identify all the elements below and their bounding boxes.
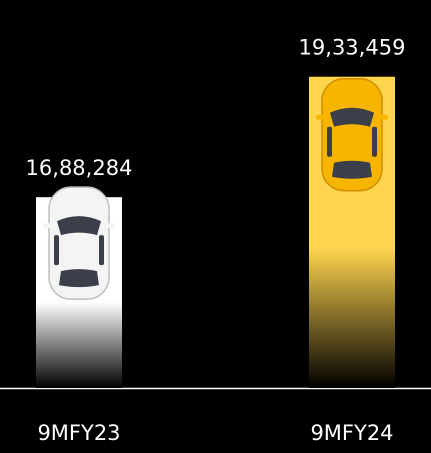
car-mirror (316, 115, 324, 120)
value-label: 19,33,459 (299, 36, 406, 60)
car-side-window (372, 127, 377, 157)
car-windshield (330, 108, 374, 127)
page: 16,88,2849MFY2319,33,4599MFY24 (() => { … (0, 0, 431, 449)
car-side-window (327, 127, 332, 157)
car-rear-window (59, 269, 99, 287)
x-tick-label: 9MFY24 (310, 421, 393, 445)
car-rear-window (332, 161, 372, 179)
car-icon (43, 187, 115, 299)
car-mirror (380, 115, 388, 120)
car-mirror (43, 223, 51, 228)
car-side-window (99, 235, 104, 265)
value-label: 16,88,284 (26, 156, 133, 180)
car-windshield (57, 216, 101, 235)
car-icon (316, 79, 388, 191)
x-tick-label: 9MFY23 (37, 421, 120, 445)
chart: 16,88,284 9MFY23 19,33,459 9MFY24 (0, 0, 431, 449)
car-side-window (54, 235, 59, 265)
car-mirror (107, 223, 115, 228)
